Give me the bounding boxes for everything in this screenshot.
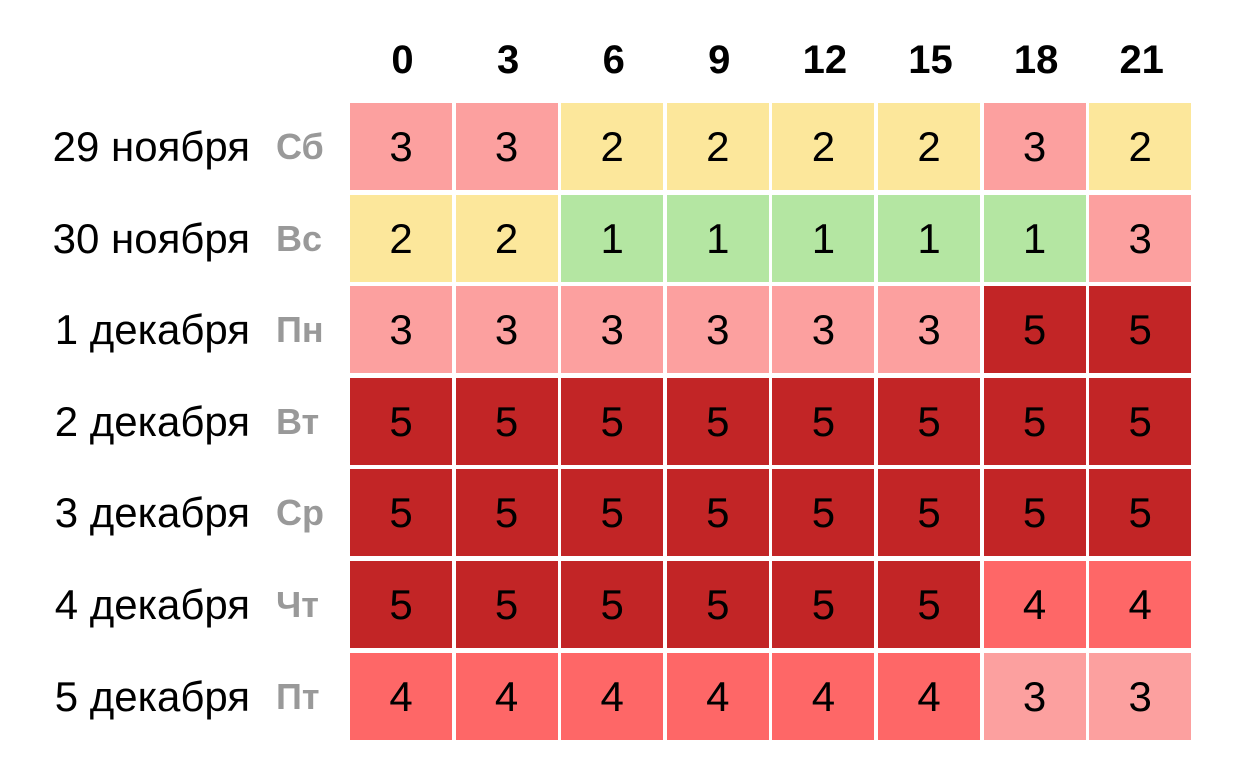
heatmap-cell: 5 bbox=[350, 561, 452, 648]
row-date-label: 5 декабря bbox=[54, 672, 250, 720]
heatmap-cell: 5 bbox=[772, 469, 875, 557]
heatmap-cell: 4 bbox=[878, 652, 980, 740]
heatmap-cell: 5 bbox=[983, 286, 1086, 374]
heatmap-cell: 5 bbox=[561, 561, 664, 648]
column-header: 6 bbox=[602, 38, 625, 82]
heatmap-cell: 5 bbox=[350, 469, 452, 557]
heatmap-cell: 3 bbox=[772, 286, 875, 374]
heatmap-cell: 3 bbox=[350, 286, 452, 374]
row-date-label: 29 ноября bbox=[52, 123, 250, 170]
heatmap-cell: 5 bbox=[878, 469, 980, 557]
column-header: 9 bbox=[708, 38, 731, 82]
heatmap-cell: 5 bbox=[666, 561, 769, 648]
heatmap-cell: 5 bbox=[455, 469, 558, 557]
row-weekday-label: Вт bbox=[276, 400, 320, 442]
heatmap-cell: 2 bbox=[561, 103, 664, 190]
heatmap-cell: 4 bbox=[1089, 561, 1192, 648]
heatmap-cell: 5 bbox=[561, 469, 664, 557]
heatmap-cell: 5 bbox=[1089, 469, 1192, 557]
heatmap-cell: 5 bbox=[983, 377, 1086, 465]
column-header: 18 bbox=[1013, 38, 1059, 82]
row-weekday-label: Ср bbox=[276, 492, 324, 534]
row-date-label: 4 декабря bbox=[54, 581, 250, 628]
heatmap-cell: 5 bbox=[666, 469, 769, 557]
heatmap-cell: 5 bbox=[455, 377, 558, 465]
heatmap-cell: 5 bbox=[1089, 377, 1192, 465]
heatmap-cell: 5 bbox=[350, 377, 452, 465]
row-weekday-label: Пт bbox=[276, 675, 320, 717]
heatmap-cell: 3 bbox=[983, 103, 1086, 190]
row-date-label: 2 декабря bbox=[54, 397, 250, 445]
heatmap-cell: 2 bbox=[1089, 103, 1192, 190]
heatmap-cell: 3 bbox=[455, 286, 558, 374]
heatmap-cell: 2 bbox=[772, 103, 875, 190]
column-header: 15 bbox=[908, 38, 953, 82]
heatmap-cell: 1 bbox=[878, 194, 980, 282]
heatmap-cell: 5 bbox=[983, 469, 1086, 557]
heatmap-cell: 3 bbox=[455, 103, 558, 190]
heatmap-cell: 4 bbox=[983, 561, 1086, 648]
heatmap-cell: 5 bbox=[1089, 286, 1192, 374]
heatmap-cell: 1 bbox=[772, 194, 875, 282]
row-date-label: 3 декабря bbox=[54, 489, 250, 537]
heatmap-cell: 5 bbox=[455, 561, 558, 648]
heatmap-cell: 2 bbox=[455, 194, 558, 282]
heatmap-cell: 5 bbox=[772, 377, 875, 465]
heatmap-cell: 5 bbox=[561, 377, 664, 465]
heatmap-cell: 3 bbox=[878, 286, 980, 374]
row-date-label: 1 декабря bbox=[54, 306, 250, 354]
heatmap-cell: 5 bbox=[666, 377, 769, 465]
heatmap-cell: 1 bbox=[561, 194, 664, 282]
heatmap-cell: 4 bbox=[772, 652, 875, 740]
heatmap-cell: 4 bbox=[561, 652, 664, 740]
heatmap-cell: 2 bbox=[878, 103, 980, 190]
row-date-label: 30 ноября bbox=[52, 214, 250, 262]
row-weekday-label: Сб bbox=[276, 126, 324, 167]
heatmap-cell: 3 bbox=[1089, 194, 1192, 282]
column-header: 0 bbox=[391, 38, 414, 82]
heatmap-cell: 2 bbox=[666, 103, 769, 190]
heatmap-cell: 3 bbox=[983, 652, 1086, 740]
heatmap-cell: 4 bbox=[666, 652, 769, 740]
heatmap-cell: 1 bbox=[983, 194, 1086, 282]
heatmap-cell: 3 bbox=[666, 286, 769, 374]
heatmap-cell: 3 bbox=[350, 103, 452, 190]
heatmap-cell: 5 bbox=[878, 561, 980, 648]
heatmap-cell: 3 bbox=[1089, 652, 1192, 740]
row-weekday-label: Чт bbox=[276, 584, 319, 625]
column-header: 21 bbox=[1119, 38, 1164, 82]
column-header: 12 bbox=[802, 38, 848, 82]
heatmap-cell: 3 bbox=[561, 286, 664, 374]
row-weekday-label: Пн bbox=[276, 309, 324, 351]
heatmap-cell: 4 bbox=[455, 652, 558, 740]
heatmap-cell: 5 bbox=[772, 561, 875, 648]
heatmap-cell: 2 bbox=[350, 194, 452, 282]
heatmap-cell: 1 bbox=[666, 194, 769, 282]
heatmap-cell: 5 bbox=[878, 377, 980, 465]
heatmap-cell: 4 bbox=[350, 652, 452, 740]
column-header: 3 bbox=[496, 38, 520, 82]
row-weekday-label: Вс bbox=[276, 217, 323, 259]
